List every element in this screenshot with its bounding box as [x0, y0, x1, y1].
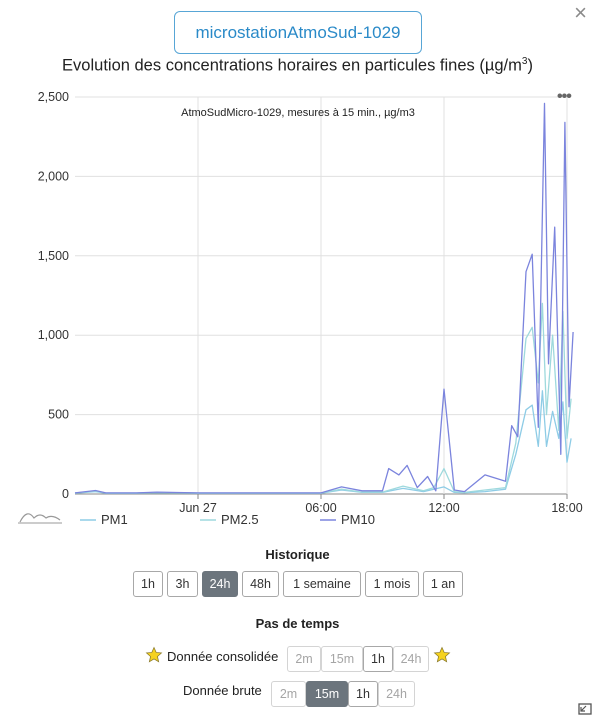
chart-svg: 0 500 1,000 1,500 2,000 2,500 Jun 27 06:00 12:00… [18, 90, 583, 527]
chart-title-end: ) [527, 56, 533, 75]
chart-title: Evolution des concentrations horaires en… [0, 56, 595, 76]
y-tick-label: 500 [48, 408, 69, 422]
brute-button-24h[interactable]: 24h [378, 681, 415, 707]
chart-axes: 0 500 1,000 1,500 2,000 2,500 Jun 27 06:00 12:00… [38, 90, 583, 515]
series-line-pm1 [74, 390, 572, 494]
y-tick-label: 2,000 [38, 169, 69, 183]
x-tick-label: 18:00 [551, 501, 582, 515]
star-left-icon [145, 646, 163, 663]
historique-button-1-an[interactable]: 1 an [423, 571, 463, 597]
chart-legend[interactable]: PM1 PM2.5 PM10 [18, 512, 375, 527]
y-tick-label: 1,500 [38, 249, 69, 263]
x-tick-label: 06:00 [305, 501, 336, 515]
x-tick-label: Jun 27 [179, 501, 217, 515]
historique-title: Historique [265, 547, 330, 562]
expand-icon[interactable] [578, 703, 592, 715]
consolidee-button-2m[interactable]: 2m [287, 646, 321, 672]
x-tick-label: 12:00 [428, 501, 459, 515]
consolidee-button-1h[interactable]: 1h [363, 646, 393, 672]
close-icon[interactable]: × [574, 0, 587, 25]
station-name-button[interactable]: microstationAtmoSud-1029 [174, 11, 422, 54]
pas-de-temps-title: Pas de temps [255, 616, 340, 631]
historique-button-1-semaine[interactable]: 1 semaine [283, 571, 361, 597]
legend-item-pm1[interactable]: PM1 [80, 512, 128, 527]
legend-label: PM10 [341, 512, 375, 527]
legend-label: PM2.5 [221, 512, 259, 527]
chart-title-superscript: 3 [521, 56, 528, 67]
historique-button-48h[interactable]: 48h [242, 571, 279, 597]
y-tick-label: 2,500 [38, 90, 69, 104]
chart-series [74, 102, 574, 494]
brute-button-1h[interactable]: 1h [348, 681, 378, 707]
historique-button-3h[interactable]: 3h [167, 571, 198, 597]
legend-label: PM1 [101, 512, 128, 527]
star-right-icon [433, 646, 451, 663]
donnee-consolidee-label: Donnée consolidée [167, 649, 279, 664]
historique-button-1-mois[interactable]: 1 mois [365, 571, 419, 597]
donnee-brute-label: Donnée brute [183, 683, 262, 698]
chart-grid [75, 96, 568, 495]
consolidee-button-24h[interactable]: 24h [393, 646, 429, 672]
historique-button-24h[interactable]: 24h [202, 571, 238, 597]
chart-title-text: Evolution des concentrations horaires en… [62, 56, 522, 75]
y-tick-label: 1,000 [38, 328, 69, 342]
series-line-pm25 [74, 302, 572, 494]
y-tick-label: 0 [62, 487, 69, 501]
chart-subtitle: AtmoSudMicro-1029, mesures à 15 min., µg… [181, 107, 415, 119]
chart-menu-icon[interactable]: ••• [557, 88, 572, 105]
historique-button-1h[interactable]: 1h [133, 571, 163, 597]
legend-item-pm25[interactable]: PM2.5 [200, 512, 259, 527]
brute-button-15m[interactable]: 15m [306, 681, 348, 707]
brute-button-2m[interactable]: 2m [271, 681, 306, 707]
legend-item-pm10[interactable]: PM10 [320, 512, 375, 527]
consolidee-button-15m[interactable]: 15m [321, 646, 363, 672]
series-line-pm10 [74, 102, 574, 494]
navigator-icon [19, 513, 61, 523]
